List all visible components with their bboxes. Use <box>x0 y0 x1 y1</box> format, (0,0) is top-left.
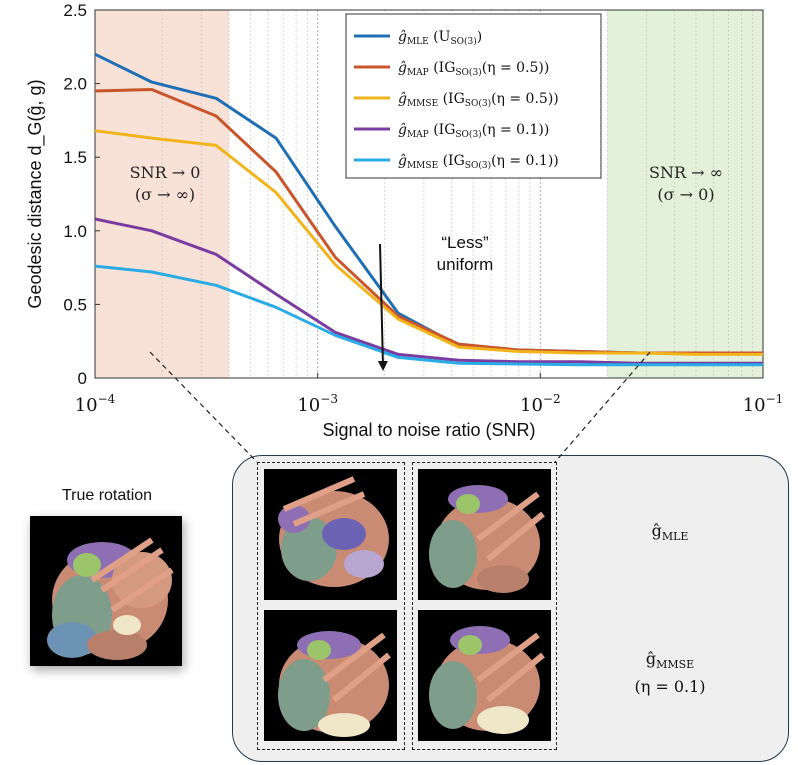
row-label-mmse-main: ĝ <box>645 649 657 668</box>
annotation-less-uniform: “Less” uniform <box>410 232 520 276</box>
x-tick-label: 10−3 <box>297 392 338 416</box>
less-uniform-arrow <box>377 243 388 371</box>
y-tick-label: 0.5 <box>63 295 87 314</box>
thumb-mmse-high-snr <box>418 610 551 741</box>
frame-column-1 <box>257 462 405 750</box>
row-label-mle: ĝMLE <box>570 520 770 548</box>
annotation-low-snr-line1: SNR → 0 <box>129 163 201 182</box>
frame-column-2 <box>412 462 557 750</box>
y-tick-label: 2.0 <box>63 75 87 94</box>
annotation-less-uniform-line2: uniform <box>436 255 494 274</box>
legend-label-1: ĝMLE (USO(3)) <box>398 28 482 47</box>
annotation-low-snr-line2: (σ → ∞) <box>134 185 196 204</box>
legend-label-3: ĝMMSE (IGSO(3)(η = 0.5)) <box>398 90 559 109</box>
legend-label-2: ĝMAP (IGSO(3)(η = 0.5)) <box>398 59 549 78</box>
y-tick-label: 2.5 <box>63 1 87 20</box>
x-axis-label: Signal to noise ratio (SNR) <box>322 420 535 440</box>
molecule-mle-high-render <box>429 485 545 593</box>
annotation-high-snr: SNR → ∞ (σ → 0) <box>616 162 756 206</box>
true-rotation-title: True rotation <box>61 487 153 504</box>
annotation-low-snr: SNR → 0 (σ → ∞) <box>100 162 230 206</box>
plot-area-border <box>94 9 764 379</box>
molecule-mmse-low-render <box>278 631 391 737</box>
thumb-mle-high-snr <box>418 469 551 600</box>
annotation-high-snr-line1: SNR → ∞ <box>649 163 723 182</box>
y-axis-label: Geodesic distance d_G(ĝ, g) <box>25 79 46 308</box>
thumb-mmse-low-snr <box>264 610 397 741</box>
shaded-region-high-snr <box>607 10 763 378</box>
x-tick-label: 10−1 <box>743 392 784 416</box>
y-tick-label: 1.5 <box>63 148 87 167</box>
annotation-less-uniform-line1: “Less” <box>441 233 489 252</box>
y-tick-label: 0 <box>78 369 87 388</box>
molecule-mmse-high-render <box>429 626 545 734</box>
row-label-mle-sub: MLE <box>661 530 689 544</box>
thumb-mle-low-snr <box>264 469 397 600</box>
row-label-mmse: ĝMMSE (η = 0.1) <box>570 648 770 698</box>
y-tick-label: 1.0 <box>63 222 87 241</box>
molecule-mle-low-render <box>278 476 389 587</box>
series-line-5 <box>94 264 763 367</box>
true-rotation-image <box>30 516 182 666</box>
legend-box <box>345 13 602 179</box>
row-label-mle-main: ĝ <box>651 521 662 540</box>
connector-right <box>554 351 651 463</box>
annotation-high-snr-line2: (σ → 0) <box>657 185 715 204</box>
molecule-true-render <box>47 537 174 660</box>
legend-label-5: ĝMMSE (IGSO(3)(η = 0.1)) <box>398 152 559 171</box>
row-label-mmse-sub: MMSE <box>656 658 695 672</box>
legend: ĝMLE (USO(3)) ĝMAP (IGSO(3)(η = 0.5)) ĝMMS… <box>345 13 602 179</box>
legend-label-4: ĝMAP (IGSO(3)(η = 0.1)) <box>398 121 549 140</box>
connector-left <box>149 351 258 463</box>
row-label-mmse-eta: (η = 0.1) <box>634 677 706 697</box>
x-tick-label: 10−2 <box>520 392 561 416</box>
